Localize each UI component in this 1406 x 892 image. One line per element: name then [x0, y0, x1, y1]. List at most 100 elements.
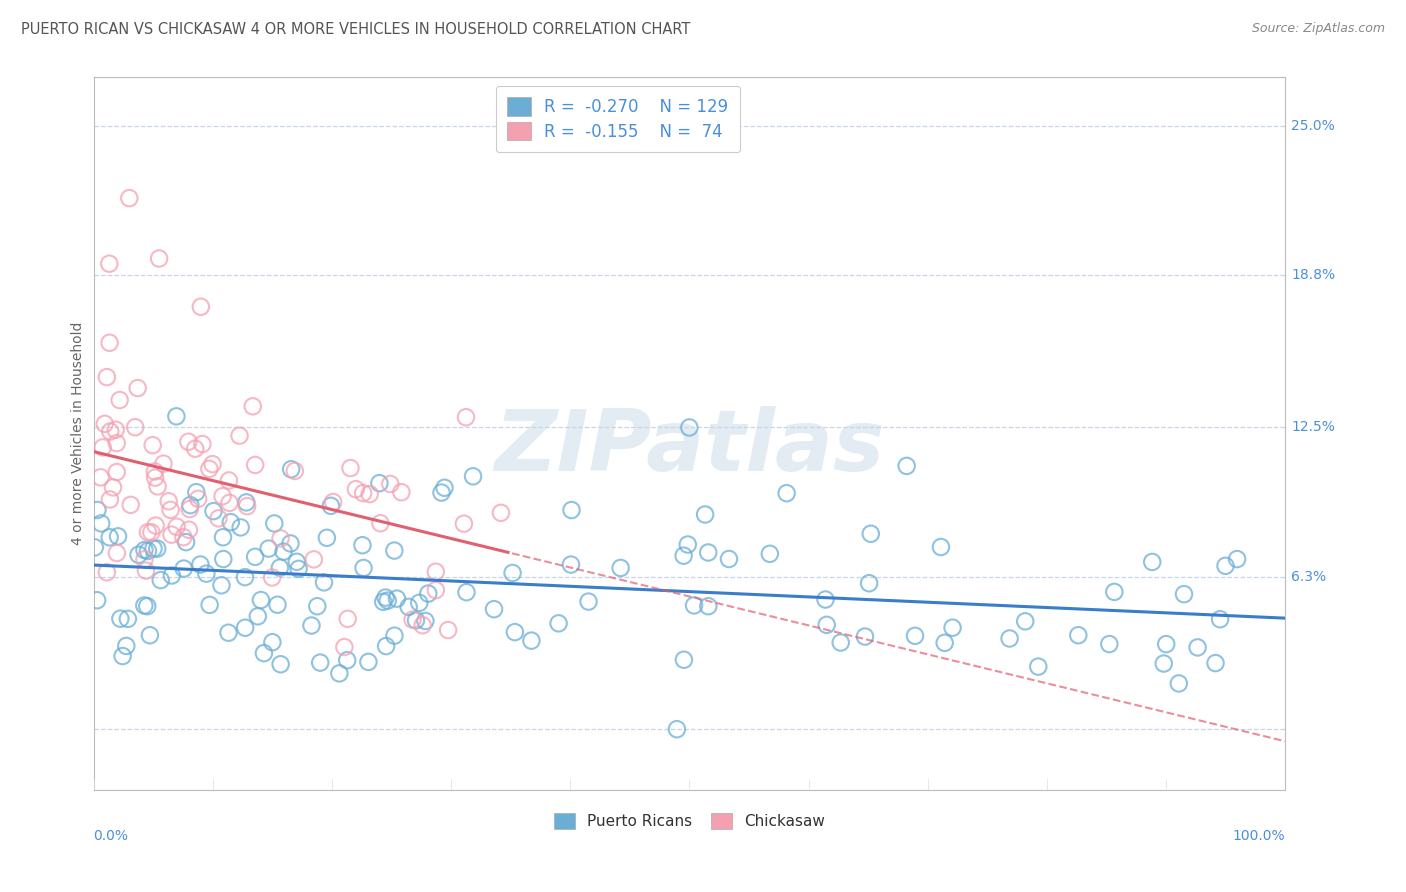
Point [380, 477, 402, 491]
Point [309, 656, 332, 670]
Point [246, 609, 269, 624]
Point [235, 495, 257, 509]
Y-axis label: 4 or more Vehicles in Household: 4 or more Vehicles in Household [72, 322, 86, 545]
Point [160, 568, 183, 582]
Point [284, 464, 307, 478]
Point [1205, 656, 1227, 670]
Point [339, 461, 361, 475]
Point [143, 465, 166, 479]
Text: 6.3%: 6.3% [1291, 570, 1326, 584]
Point [159, 503, 181, 517]
Point [134, 552, 156, 566]
Point [301, 618, 323, 632]
Point [370, 516, 392, 531]
Point [315, 531, 337, 545]
Point [98, 335, 121, 350]
Point [319, 499, 342, 513]
Point [665, 722, 688, 736]
Text: 18.8%: 18.8% [1291, 268, 1336, 283]
Point [853, 630, 876, 644]
Point [228, 428, 250, 442]
Point [105, 465, 128, 479]
Point [152, 457, 174, 471]
Point [218, 496, 240, 510]
Point [263, 516, 285, 531]
Point [815, 617, 838, 632]
Point [173, 561, 195, 575]
Point [333, 640, 356, 654]
Point [184, 442, 207, 456]
Point [172, 530, 194, 544]
Point [273, 544, 295, 558]
Point [101, 480, 124, 494]
Point [94, 417, 117, 431]
Point [136, 544, 159, 558]
Point [201, 457, 224, 471]
Point [353, 561, 375, 575]
Point [352, 538, 374, 552]
Point [1167, 676, 1189, 690]
Point [384, 629, 406, 643]
Point [110, 612, 132, 626]
Point [136, 599, 159, 614]
Point [219, 515, 242, 529]
Point [90, 470, 112, 484]
Point [433, 481, 456, 495]
Point [142, 438, 165, 452]
Point [904, 629, 927, 643]
Point [242, 399, 264, 413]
Point [186, 485, 208, 500]
Point [98, 492, 121, 507]
Point [174, 535, 197, 549]
Point [160, 527, 183, 541]
Point [111, 648, 134, 663]
Point [149, 573, 172, 587]
Text: PUERTO RICAN VS CHICKASAW 4 OR MORE VEHICLES IN HOUSEHOLD CORRELATION CHART: PUERTO RICAN VS CHICKASAW 4 OR MORE VEHI… [21, 22, 690, 37]
Point [1104, 585, 1126, 599]
Point [202, 504, 225, 518]
Point [1173, 587, 1195, 601]
Point [344, 482, 367, 496]
Point [146, 479, 169, 493]
Text: 100.0%: 100.0% [1233, 829, 1285, 843]
Point [503, 625, 526, 640]
Point [456, 585, 478, 599]
Point [177, 523, 200, 537]
Point [135, 564, 157, 578]
Point [148, 252, 170, 266]
Point [858, 576, 880, 591]
Point [697, 545, 720, 559]
Point [1209, 612, 1232, 626]
Point [1154, 637, 1177, 651]
Point [425, 565, 447, 579]
Point [1014, 615, 1036, 629]
Point [520, 633, 543, 648]
Point [280, 536, 302, 550]
Text: 25.0%: 25.0% [1291, 119, 1334, 133]
Point [157, 494, 180, 508]
Point [418, 586, 440, 600]
Point [1026, 659, 1049, 673]
Point [127, 381, 149, 395]
Point [190, 558, 212, 572]
Point [934, 636, 956, 650]
Point [280, 462, 302, 476]
Point [229, 520, 252, 534]
Point [1098, 637, 1121, 651]
Point [96, 566, 118, 580]
Point [454, 410, 477, 425]
Text: 0.0%: 0.0% [94, 829, 128, 843]
Point [859, 526, 882, 541]
Point [359, 487, 381, 501]
Point [929, 540, 952, 554]
Point [678, 420, 700, 434]
Point [233, 621, 256, 635]
Point [217, 625, 239, 640]
Point [285, 555, 308, 569]
Point [425, 583, 447, 598]
Point [105, 546, 128, 560]
Text: ZIPatlas: ZIPatlas [495, 406, 884, 489]
Point [118, 191, 141, 205]
Point [166, 520, 188, 534]
Point [266, 598, 288, 612]
